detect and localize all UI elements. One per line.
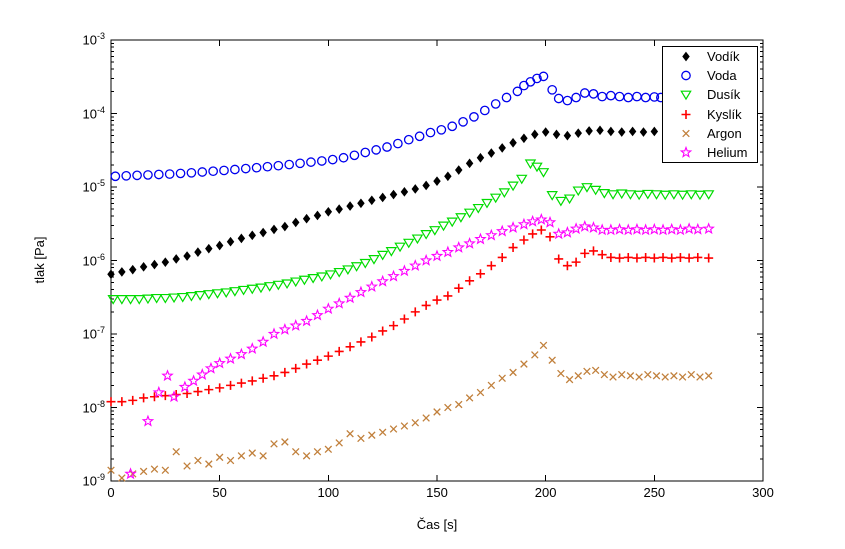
series-kyslík — [106, 225, 714, 407]
x-marker-icon — [682, 129, 690, 137]
y-tick-label: 10-3 — [82, 31, 105, 48]
legend-item-argon: Argon — [663, 124, 757, 143]
legend-label: Argon — [707, 125, 742, 141]
series-voda — [110, 71, 666, 182]
y-tick-label: 10-7 — [82, 325, 105, 342]
legend-item-vodik: Vodík — [663, 47, 757, 66]
series-helium — [124, 213, 715, 480]
y-tick-label: 10-8 — [82, 398, 105, 415]
series-vodík — [107, 125, 659, 280]
legend-item-helium: Helium — [663, 143, 757, 162]
x-tick-label: 50 — [212, 485, 227, 500]
x-tick-label: 250 — [643, 485, 666, 500]
x-tick-label: 100 — [317, 485, 340, 500]
legend-label: Vodík — [707, 49, 740, 65]
legend-label: Voda — [707, 68, 737, 84]
legend-label: Dusík — [707, 87, 741, 103]
x-tick-label: 200 — [534, 485, 557, 500]
x-tick-label: 150 — [426, 485, 448, 500]
y-tick-label: 10-4 — [82, 104, 105, 121]
diamond-marker-icon — [682, 51, 690, 62]
legend-item-dusik: Dusík — [663, 85, 757, 104]
y-tick-label: 10-6 — [82, 251, 105, 268]
x-tick-label: 0 — [107, 485, 115, 500]
series-dusík — [107, 159, 715, 305]
y-tick-label: 10-5 — [82, 178, 105, 195]
y-axis-label: tlak [Pa] — [32, 236, 47, 284]
plus-marker-icon — [681, 109, 691, 119]
circle-marker-icon — [681, 70, 691, 81]
legend-label: Helium — [707, 144, 748, 160]
legend: Vodík Voda Dusík Kyslík Argon Helium — [662, 46, 758, 163]
legend-label: Kyslík — [707, 106, 742, 122]
x-tick-label: 300 — [752, 485, 774, 500]
series-argon — [107, 341, 713, 482]
legend-item-voda: Voda — [663, 66, 757, 85]
triangle-down-marker-icon — [680, 90, 692, 101]
pentagram-marker-icon — [679, 145, 693, 158]
y-tick-label: 10-9 — [82, 472, 105, 489]
legend-item-kyslik: Kyslík — [663, 105, 757, 124]
x-axis-label: Čas [s] — [416, 517, 458, 532]
